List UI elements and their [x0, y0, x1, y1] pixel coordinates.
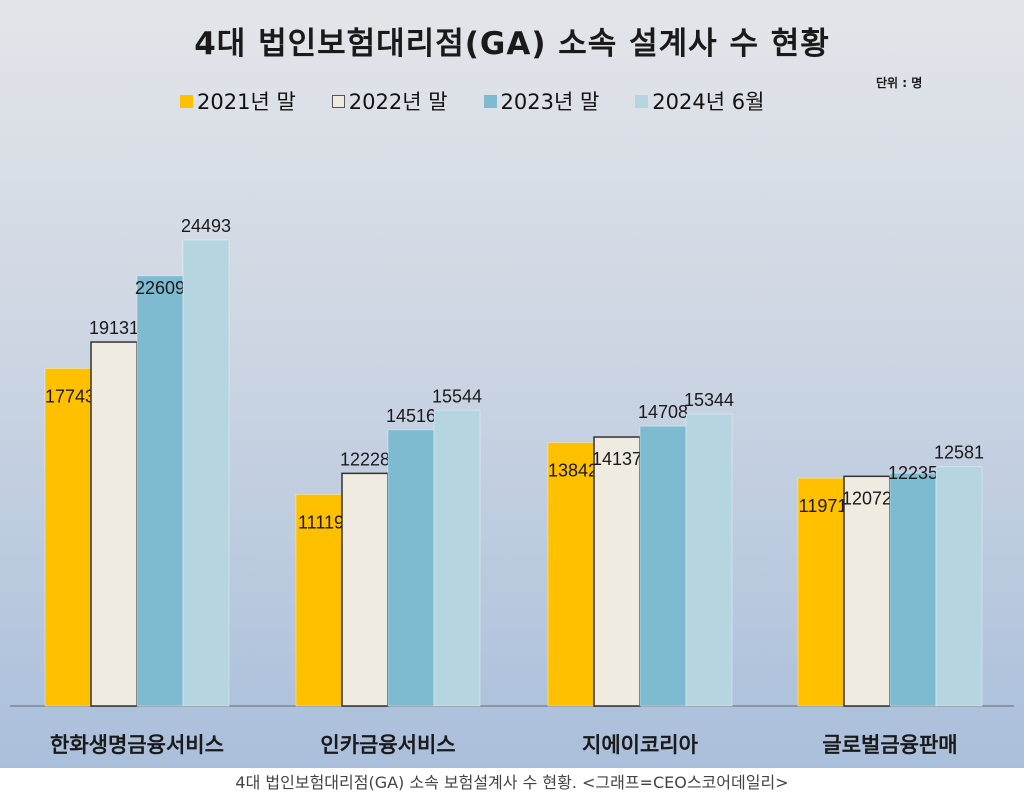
value-label-2-1: 11119: [298, 512, 344, 532]
value-label-4-1: 11971: [799, 496, 848, 516]
value-label-1-1: 17743: [45, 386, 95, 406]
unit-label: 단위 : 명: [876, 76, 923, 90]
value-label-4-2: 12072: [842, 488, 892, 508]
legend-label-1: 2021년 말: [197, 90, 296, 114]
value-label-2-3: 14516: [386, 406, 436, 426]
plot-area: 17743 19131 22609 24493 한화생명금융서비스 11119 12228 1…: [10, 216, 1014, 757]
bar-2-4: [433, 409, 481, 707]
legend-item-3: 2023년 말: [483, 86, 600, 116]
legend-item-1: 2021년 말: [180, 86, 296, 116]
bar-1-3: [136, 275, 184, 707]
value-label-1-4: 24493: [181, 216, 231, 236]
legend-swatch-3: [483, 94, 497, 108]
legend-item-4: 2024년 6월: [635, 86, 764, 116]
value-label-3-2: 14137: [592, 449, 642, 469]
value-label-1-3: 22609: [135, 278, 185, 298]
category-label-3: 지에이코리아: [582, 733, 699, 757]
value-label-3-1: 13842: [548, 461, 598, 481]
bar-4-3: [889, 472, 937, 707]
bar-3-2: [593, 436, 641, 707]
chart-title: 4대 법인보험대리점(GA) 소속 설계사 수 현황: [194, 26, 830, 62]
value-label-4-3: 12235: [888, 463, 938, 483]
bar-2-1: [295, 493, 343, 707]
category-label-1: 한화생명금융서비스: [50, 733, 224, 757]
value-label-2-4: 15544: [432, 386, 482, 406]
category-label-4: 글로벌금융판매: [822, 733, 957, 757]
legend-label-3: 2023년 말: [500, 90, 600, 114]
value-label-4-4: 12581: [934, 443, 984, 463]
legend-swatch-2: [331, 94, 345, 108]
image-caption: 4대 법인보험대리점(GA) 소속 보험설계사 수 현황. <그래프=CEO스코…: [0, 768, 1024, 798]
legend-swatch-4: [635, 94, 649, 108]
value-label-2-2: 12228: [340, 449, 390, 469]
bar-3-1: [547, 442, 595, 707]
chart-area: 4대 법인보험대리점(GA) 소속 설계사 수 현황 2021년 말 2022년 …: [0, 0, 1024, 768]
value-label-3-3: 14708: [638, 402, 688, 422]
value-label-1-2: 19131: [89, 318, 139, 338]
legend-swatch-1: [180, 94, 193, 108]
legend-item-2: 2022년 말: [331, 86, 448, 116]
category-label-2: 인카금융서비스: [320, 733, 455, 757]
bar-1-2: [90, 341, 138, 707]
bar-1-4: [182, 239, 230, 707]
value-label-3-4: 15344: [684, 390, 734, 410]
legend: 2021년 말 2022년 말 2023년 말 2024년 6월: [180, 86, 800, 116]
bar-4-2: [843, 475, 891, 707]
bar-3-3: [639, 425, 687, 707]
bar-2-3: [387, 429, 435, 707]
bar-2-2: [341, 472, 389, 707]
bar-1-1: [44, 367, 92, 707]
bar-3-4: [685, 413, 733, 707]
legend-label-2: 2022년 말: [348, 90, 448, 114]
legend-label-4: 2024년 6월: [652, 90, 765, 114]
bar-4-4: [935, 466, 983, 707]
